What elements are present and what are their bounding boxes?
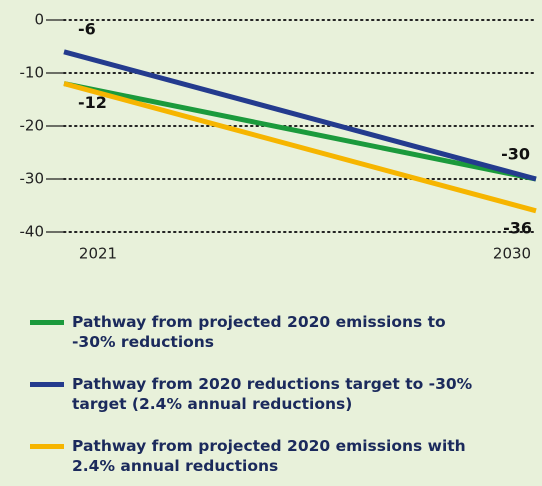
legend-item: Pathway from projected 2020 emissions to… [0, 300, 542, 362]
y-tick-label: -30 [20, 170, 45, 188]
data-label: -36 [503, 218, 532, 237]
legend-label: Pathway from projected 2020 emissions wi… [72, 437, 466, 475]
legend-item: Pathway from 2020 reductions target to -… [0, 362, 542, 424]
legend-label: Pathway from projected 2020 emissions to… [72, 313, 446, 351]
legend-swatch [30, 444, 64, 449]
x-tick-label: 2021 [79, 245, 117, 263]
legend-swatch [30, 382, 64, 387]
series-line [63, 81, 537, 182]
series-line [63, 49, 537, 182]
legend-label: Pathway from 2020 reductions target to -… [72, 375, 473, 413]
series-line [63, 81, 537, 214]
data-label: -6 [78, 19, 96, 38]
data-label: -12 [78, 93, 107, 112]
chart: 0 -10 -20 -30 -40 2021 2030 -6 -12 -30 -36 [20, 11, 537, 263]
x-tick-label: 2030 [493, 245, 531, 263]
y-tick-label: -10 [20, 64, 45, 82]
y-tick-label: 0 [34, 11, 44, 29]
legend: Pathway from projected 2020 emissions to… [0, 300, 542, 486]
legend-swatch [30, 320, 64, 325]
data-label: -30 [501, 145, 530, 164]
y-tick-label: -20 [20, 117, 45, 135]
y-tick-label: -40 [20, 223, 45, 241]
legend-item: Pathway from projected 2020 emissions wi… [0, 424, 542, 486]
